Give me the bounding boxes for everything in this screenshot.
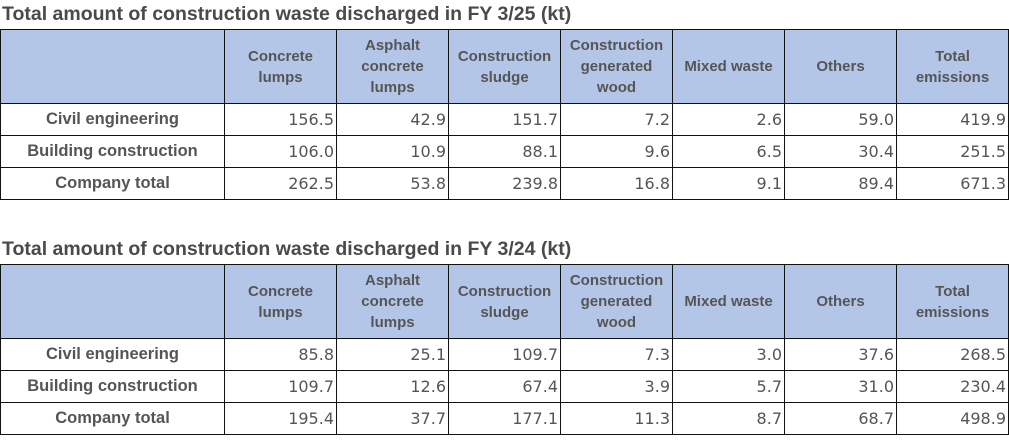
row-header: Civil engineering: [0, 338, 225, 371]
table-row: Building construction 109.7 12.6 67.4 3.9 5.7…: [0, 370, 1009, 403]
value-cell: 16.8: [560, 167, 673, 200]
value-cell: 2.6: [672, 103, 785, 136]
waste-table-section: Total amount of construction waste disch…: [0, 0, 1009, 200]
column-header: Asphalt concrete lumps: [336, 264, 449, 339]
value-cell: 671.3: [896, 167, 1009, 200]
table-title: Total amount of construction waste disch…: [2, 3, 572, 25]
table-row: Company total 195.4 37.7 177.1 11.3 8.7 68.7 49…: [0, 402, 1009, 435]
value-cell: 11.3: [560, 402, 673, 435]
value-cell: 498.9: [896, 402, 1009, 435]
value-cell: 6.5: [672, 135, 785, 168]
waste-table: Concrete lumps Asphalt concrete lumps Cons…: [0, 29, 1009, 200]
value-cell: 251.5: [896, 135, 1009, 168]
table-row: Building construction 106.0 10.9 88.1 9.6 6.5…: [0, 135, 1009, 168]
value-cell: 195.4: [224, 402, 337, 435]
column-header: Total emissions: [896, 29, 1009, 104]
table-row: Civil engineering 156.5 42.9 151.7 7.2 2.6 59.…: [0, 103, 1009, 136]
waste-table: Concrete lumps Asphalt concrete lumps Cons…: [0, 264, 1009, 435]
value-cell: 7.3: [560, 338, 673, 371]
row-header: Building construction: [0, 135, 225, 168]
corner-cell: [0, 29, 225, 104]
value-cell: 262.5: [224, 167, 337, 200]
value-cell: 239.8: [448, 167, 561, 200]
row-header: Company total: [0, 402, 225, 435]
header-row: Concrete lumps Asphalt concrete lumps Cons…: [0, 264, 1009, 339]
value-cell: 53.8: [336, 167, 449, 200]
column-header: Mixed waste: [672, 264, 785, 339]
value-cell: 85.8: [224, 338, 337, 371]
value-cell: 109.7: [448, 338, 561, 371]
row-header: Civil engineering: [0, 103, 225, 136]
table-row: Civil engineering 85.8 25.1 109.7 7.3 3.0 37.6…: [0, 338, 1009, 371]
header-row: Concrete lumps Asphalt concrete lumps Cons…: [0, 29, 1009, 104]
value-cell: 67.4: [448, 370, 561, 403]
column-header: Concrete lumps: [224, 264, 337, 339]
column-header: Construction sludge: [448, 264, 561, 339]
value-cell: 30.4: [784, 135, 897, 168]
value-cell: 31.0: [784, 370, 897, 403]
corner-cell: [0, 264, 225, 339]
row-header: Company total: [0, 167, 225, 200]
value-cell: 9.1: [672, 167, 785, 200]
value-cell: 25.1: [336, 338, 449, 371]
value-cell: 88.1: [448, 135, 561, 168]
value-cell: 59.0: [784, 103, 897, 136]
value-cell: 68.7: [784, 402, 897, 435]
value-cell: 177.1: [448, 402, 561, 435]
column-header: Construction sludge: [448, 29, 561, 104]
column-header: Total emissions: [896, 264, 1009, 339]
value-cell: 106.0: [224, 135, 337, 168]
value-cell: 10.9: [336, 135, 449, 168]
value-cell: 109.7: [224, 370, 337, 403]
column-header: Mixed waste: [672, 29, 785, 104]
waste-table-section: Total amount of construction waste disch…: [0, 235, 1009, 435]
value-cell: 37.7: [336, 402, 449, 435]
value-cell: 12.6: [336, 370, 449, 403]
value-cell: 89.4: [784, 167, 897, 200]
value-cell: 419.9: [896, 103, 1009, 136]
table-row: Company total 262.5 53.8 239.8 16.8 9.1 89.4 67…: [0, 167, 1009, 200]
row-header: Building construction: [0, 370, 225, 403]
value-cell: 268.5: [896, 338, 1009, 371]
value-cell: 37.6: [784, 338, 897, 371]
value-cell: 230.4: [896, 370, 1009, 403]
table-title: Total amount of construction waste disch…: [2, 238, 572, 260]
value-cell: 3.9: [560, 370, 673, 403]
column-header: Concrete lumps: [224, 29, 337, 104]
value-cell: 9.6: [560, 135, 673, 168]
column-header: Construction generated wood: [560, 29, 673, 104]
value-cell: 3.0: [672, 338, 785, 371]
column-header: Others: [784, 264, 897, 339]
value-cell: 8.7: [672, 402, 785, 435]
value-cell: 42.9: [336, 103, 449, 136]
value-cell: 5.7: [672, 370, 785, 403]
value-cell: 156.5: [224, 103, 337, 136]
value-cell: 151.7: [448, 103, 561, 136]
column-header: Others: [784, 29, 897, 104]
column-header: Construction generated wood: [560, 264, 673, 339]
column-header: Asphalt concrete lumps: [336, 29, 449, 104]
value-cell: 7.2: [560, 103, 673, 136]
